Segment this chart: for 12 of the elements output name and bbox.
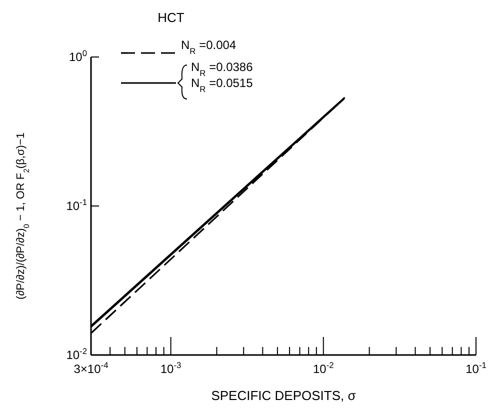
x-tick-label: 10$^{-2}$ [312,360,334,376]
legend-label: N$_{R}$ =0.004 [181,38,236,56]
x-axis-title: SPECIFIC DEPOSITS, σ [211,388,356,403]
text: N$_{R}$ =0.0386 [191,60,254,78]
legend-label: N$_{R}$ =0.0515 [191,76,254,94]
x-tick-label: 10$^{-3}$ [160,360,182,376]
y-tick-label: 10$^{0}$ [68,48,88,64]
y-tick-label: 10$^{-2}$ [66,346,88,362]
y-tick-label: 10$^{-1}$ [66,197,88,213]
chart-title: HCT [158,10,184,25]
x-tick-label: 3×10$^{-4}$ [74,360,109,376]
x-tick-label: 10$^{-1}$ [466,360,487,376]
